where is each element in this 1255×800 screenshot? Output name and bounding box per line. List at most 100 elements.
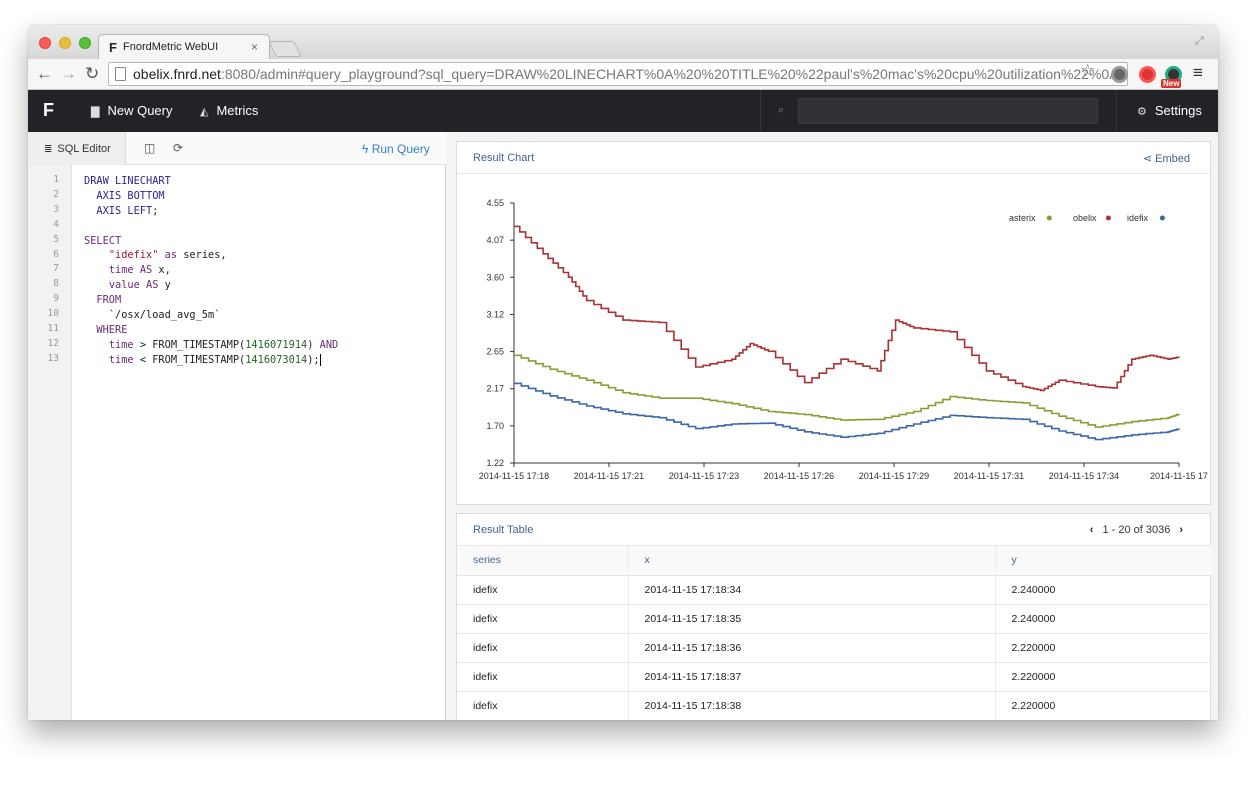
- code-token: AXIS LEFT: [84, 204, 153, 217]
- app-nav-bar: F ▇ New Query ◭ Metrics ⌕ ⚙ Settings: [28, 90, 1218, 132]
- browser-tab[interactable]: F FnordMetric WebUI ×: [98, 34, 270, 59]
- split-view-icon[interactable]: ◫: [144, 141, 156, 155]
- column-header[interactable]: y: [994, 546, 1212, 576]
- code-line: AXIS LEFT;: [84, 204, 338, 219]
- code-line: DRAW LINECHART: [84, 174, 338, 189]
- line-number-gutter: 1 2 3 4 5 6 7 8 9 10 11 12 13: [28, 165, 72, 720]
- code-token: SELECT: [84, 234, 122, 247]
- new-tab-button[interactable]: [268, 41, 302, 57]
- table-cell: idefix: [457, 604, 628, 634]
- code-token: `/osx/load_avg_5m`: [84, 309, 221, 322]
- menu-icon[interactable]: ≡: [1193, 63, 1203, 82]
- code-token: ;: [152, 204, 159, 217]
- legend-label: idefix: [1127, 213, 1149, 223]
- tab-favicon: F: [109, 40, 117, 55]
- column-header[interactable]: x: [627, 546, 995, 576]
- tab-sql-editor[interactable]: ≣ SQL Editor: [28, 132, 126, 165]
- document-icon: ▇: [91, 106, 100, 118]
- nav-settings-label: Settings: [1154, 103, 1202, 118]
- nav-metrics-label: Metrics: [216, 103, 259, 118]
- code-token: ): [307, 338, 320, 351]
- tab-sql-editor-label: SQL Editor: [57, 143, 111, 155]
- code-line: time < FROM_TIMESTAMP(1416073014);: [84, 353, 338, 368]
- divider: [760, 90, 761, 132]
- code-token: DRAW LINECHART: [84, 175, 171, 187]
- table-cell: 2.220000: [994, 662, 1212, 692]
- code-token: [84, 279, 109, 291]
- pager-text: 1 - 20 of 3036: [1102, 524, 1171, 536]
- code-token: time: [108, 338, 134, 351]
- app-logo[interactable]: F: [43, 100, 54, 120]
- forward-arrow-icon[interactable]: →: [60, 64, 77, 83]
- code-token: [84, 249, 109, 261]
- code-token: WHERE: [84, 323, 128, 336]
- zoom-window-icon[interactable]: [79, 37, 91, 49]
- y-tick-label: 1.22: [486, 458, 504, 468]
- divider: [1116, 90, 1117, 132]
- search-input[interactable]: [798, 98, 1098, 124]
- gears-icon: ⚙: [1137, 106, 1147, 118]
- result-table-panel: Result Table ‹ 1 - 20 of 3036 › series x y…: [456, 513, 1212, 720]
- code-token: > FROM_TIMESTAMP(: [133, 338, 246, 351]
- nav-new-query[interactable]: ▇ New Query: [91, 103, 173, 118]
- extension-icon[interactable]: [1111, 66, 1128, 83]
- table-row[interactable]: idefix 2014-11-15 17:18:34 2.240000: [457, 575, 1212, 605]
- embed-button[interactable]: ⋖ Embed: [1143, 152, 1190, 165]
- table-cell: idefix: [457, 691, 628, 720]
- y-tick-label: 4.55: [486, 198, 504, 208]
- code-token: AS: [133, 264, 153, 277]
- line-number: 2: [53, 188, 59, 200]
- fullscreen-icon[interactable]: ⤢: [1195, 35, 1204, 47]
- code-token: x,: [152, 264, 171, 277]
- line-number: 6: [53, 248, 59, 260]
- table-cell: idefix: [457, 575, 628, 605]
- series-line-idefix: [514, 382, 1180, 441]
- legend-label: obelix: [1073, 213, 1097, 223]
- search-icon: ⌕: [778, 104, 785, 116]
- close-window-icon[interactable]: [39, 37, 51, 49]
- y-tick-label: 3.12: [486, 309, 504, 319]
- x-tick-label: 2014-11-15 17:29: [859, 471, 929, 481]
- tab-close-icon[interactable]: ×: [251, 40, 259, 54]
- nav-new-query-label: New Query: [107, 103, 173, 118]
- back-arrow-icon[interactable]: ←: [36, 64, 53, 83]
- prev-page-icon[interactable]: ‹: [1089, 524, 1094, 536]
- series-line-asterix: [514, 354, 1180, 428]
- code-line: time > FROM_TIMESTAMP(1416071914) AND: [84, 338, 338, 353]
- line-number: 3: [53, 203, 59, 215]
- table-row[interactable]: idefix 2014-11-15 17:18:36 2.220000: [457, 633, 1212, 663]
- table-row[interactable]: idefix 2014-11-15 17:18:35 2.240000: [457, 604, 1212, 634]
- code-token: AND: [319, 338, 339, 351]
- table-cell: 2014-11-15 17:18:37: [627, 662, 995, 692]
- code-editor[interactable]: DRAW LINECHART AXIS BOTTOM AXIS LEFT; SEL…: [84, 174, 338, 368]
- code-token: AS: [139, 279, 159, 292]
- nav-metrics[interactable]: ◭ Metrics: [200, 103, 258, 118]
- column-header[interactable]: series: [457, 546, 628, 576]
- run-query-button[interactable]: ϟ Run Query: [362, 142, 430, 156]
- minimize-window-icon[interactable]: [59, 37, 71, 49]
- table-row[interactable]: idefix 2014-11-15 17:18:37 2.220000: [457, 662, 1212, 692]
- table-row[interactable]: idefix 2014-11-15 17:18:38 2.220000: [457, 691, 1212, 720]
- code-line: "idefix" as series,: [84, 248, 338, 263]
- url-path: :8080/admin#query_playground?sql_query=D…: [220, 66, 1128, 82]
- next-page-icon[interactable]: ›: [1179, 524, 1183, 536]
- extension-icon[interactable]: [1139, 66, 1156, 83]
- reload-icon[interactable]: ↻: [85, 64, 100, 83]
- table-cell: 2.220000: [994, 691, 1212, 720]
- line-number: 12: [47, 337, 59, 349]
- page-icon: [115, 67, 126, 81]
- table-cell: 2.220000: [994, 633, 1212, 663]
- address-bar[interactable]: obelix.fnrd.net:8080/admin#query_playgro…: [108, 62, 1128, 86]
- code-token: [84, 264, 109, 276]
- text-cursor: [319, 353, 321, 366]
- code-line: WHERE: [84, 323, 338, 338]
- database-icon: ≣: [44, 144, 53, 155]
- result-chart-title: Result Chart: [473, 152, 535, 164]
- sql-editor-pane: ≣ SQL Editor ◫ ⟳ ϟ Run Query 1 2 3 4 5 6 7 8 9 10 1…: [28, 132, 446, 720]
- refresh-icon[interactable]: ⟳: [173, 141, 184, 155]
- table-header-row: series x y: [457, 546, 1212, 576]
- code-token: [84, 354, 109, 366]
- table-cell: 2014-11-15 17:18:34: [627, 575, 995, 605]
- star-icon[interactable]: ☆: [1080, 61, 1096, 80]
- nav-settings[interactable]: ⚙ Settings: [1137, 103, 1202, 118]
